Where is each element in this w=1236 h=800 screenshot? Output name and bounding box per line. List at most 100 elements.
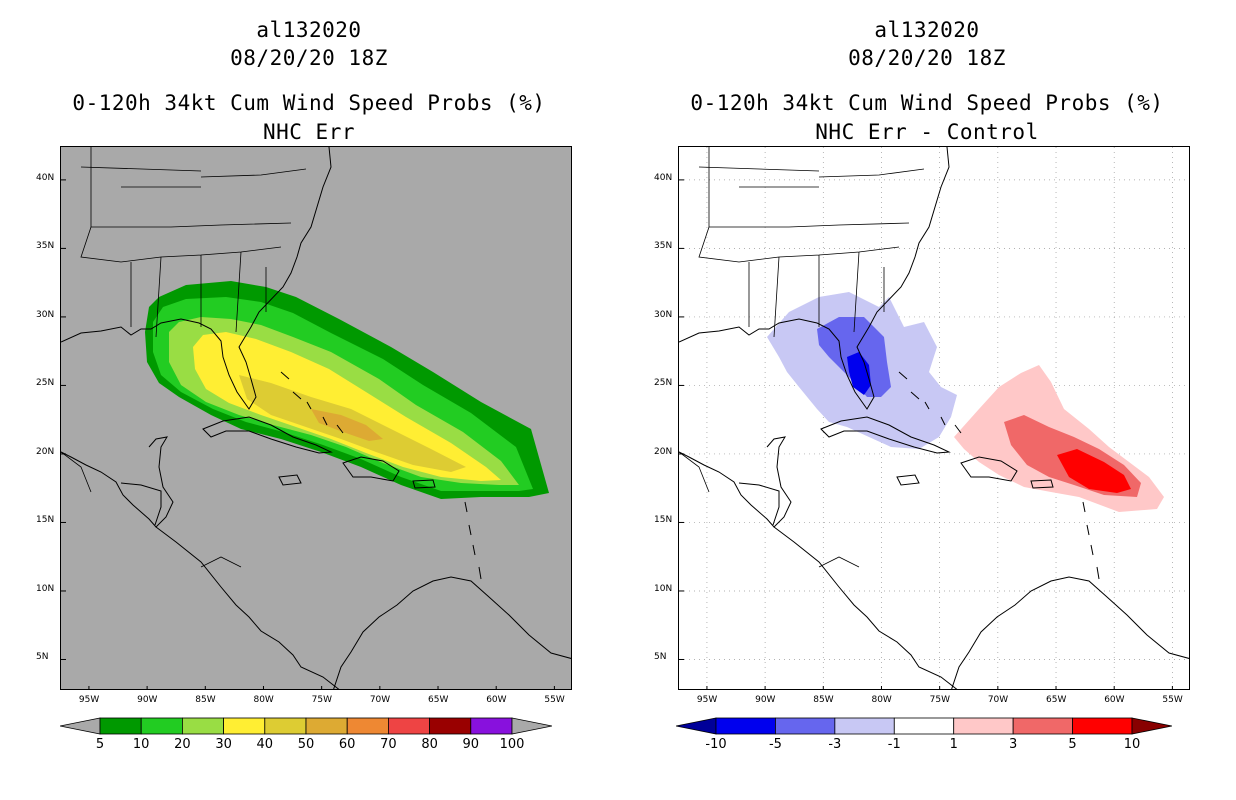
storm-id: al132020 <box>256 18 362 42</box>
left-panel: al132020 08/20/20 18Z 0-120h 34kt Cum Wi… <box>36 18 572 752</box>
lon-label: 95W <box>696 695 718 705</box>
difference-map <box>678 146 1190 690</box>
lon-label: 60W <box>1104 695 1125 705</box>
jamaica <box>896 474 920 486</box>
colorbar-extend-low <box>60 717 101 735</box>
lon-label: 80W <box>871 695 892 705</box>
south-america-coast <box>951 576 1189 689</box>
right-panel: al132020 08/20/20 18Z 0-120h 34kt Cum Wi… <box>618 0 1236 800</box>
colorbar-label: -1 <box>887 737 901 752</box>
lat-ticks <box>679 179 684 660</box>
panel-subtitle: NHC Err - Control <box>815 120 1039 144</box>
colorbar-label: 10 <box>132 737 150 752</box>
political-borders <box>61 147 307 568</box>
product-title: 0-120h 34kt Cum Wind Speed Probs (%) <box>72 91 546 115</box>
colorbar-extend-low <box>676 717 717 735</box>
probability-map <box>60 146 572 690</box>
colorbar-swatch <box>346 717 389 735</box>
colorbar-label: 30 <box>215 737 232 752</box>
mexico-border <box>679 451 860 568</box>
colorbar <box>676 717 1172 735</box>
lat-ticks <box>61 179 66 660</box>
lat-label: 35N <box>654 241 673 252</box>
colorbar-label: 40 <box>256 737 274 752</box>
lat-label: 5N <box>36 652 49 663</box>
lon-label: 70W <box>987 695 1009 705</box>
lat-label: 25N <box>36 378 55 389</box>
colorbar-label: 5 <box>1068 737 1077 752</box>
lon-label: 85W <box>813 695 834 705</box>
lat-label: 40N <box>654 172 673 183</box>
colorbar-swatch <box>99 717 142 735</box>
lon-label: 55W <box>1162 695 1183 705</box>
state-borders <box>80 147 307 338</box>
puerto-rico <box>1030 479 1054 489</box>
puerto-rico <box>412 479 436 489</box>
hispaniola <box>342 456 400 482</box>
cuba <box>820 416 951 454</box>
pos-shade-5 <box>1057 449 1131 493</box>
lat-label: 15N <box>654 515 673 526</box>
lon-label: 90W <box>755 695 776 705</box>
lon-label: 75W <box>311 695 332 705</box>
colorbar-label: -5 <box>768 737 782 752</box>
lat-label: 5N <box>654 652 667 663</box>
coastlines <box>61 147 571 689</box>
colorbar-swatch <box>1012 717 1073 735</box>
us-east-coast <box>679 147 950 410</box>
colorbar-swatch <box>834 717 895 735</box>
colorbar-label: 50 <box>297 737 315 752</box>
lat-label: 20N <box>654 446 673 457</box>
lon-label: 90W <box>137 695 158 705</box>
storm-id: al132020 <box>874 18 980 42</box>
neg-shade-5 <box>847 352 871 395</box>
colorbar-label: 60 <box>338 737 356 752</box>
lon-ticks <box>88 686 555 689</box>
colorbar-swatch <box>387 717 430 735</box>
gulf-coast-west <box>679 436 792 528</box>
panel-subtitle: NHC Err <box>262 120 355 144</box>
lat-label: 10N <box>654 583 673 594</box>
map-svg <box>679 147 1189 689</box>
colorbar-swatch <box>1072 717 1133 735</box>
colorbar-label: -10 <box>705 737 727 752</box>
lon-label: 65W <box>428 695 449 705</box>
lat-label: 25N <box>654 378 673 389</box>
colorbar-label: 80 <box>421 737 438 752</box>
gulf-coast-west <box>61 436 174 528</box>
lat-label: 15N <box>36 515 55 526</box>
jamaica <box>278 474 302 486</box>
lat-label: 20N <box>36 446 55 457</box>
colorbar-extend-high <box>1131 717 1172 735</box>
central-america <box>773 526 958 689</box>
lon-ticks <box>706 686 1173 689</box>
product-title: 0-120h 34kt Cum Wind Speed Probs (%) <box>690 91 1164 115</box>
colorbar-extend-high <box>511 717 552 735</box>
lon-label: 60W <box>486 695 507 705</box>
colorbar-label: 10 <box>1123 737 1141 752</box>
colorbar-label: 20 <box>174 737 191 752</box>
lat-label: 35N <box>36 241 55 252</box>
colorbar-swatch <box>140 717 183 735</box>
lon-label: 85W <box>195 695 216 705</box>
lesser-antilles <box>464 501 482 580</box>
colorbar-swatch <box>182 717 225 735</box>
lon-label: 55W <box>544 695 565 705</box>
colorbar-swatch <box>953 717 1014 735</box>
lesser-antilles <box>1082 501 1100 580</box>
probability-shading <box>145 281 549 499</box>
colorbar-swatch <box>429 717 472 735</box>
cuba <box>202 416 333 454</box>
colorbar-swatch <box>264 717 307 735</box>
lat-label: 30N <box>654 309 673 320</box>
lon-label: 70W <box>369 695 391 705</box>
colorbar <box>60 717 552 735</box>
coastlines <box>679 147 1189 689</box>
lat-label: 30N <box>36 309 55 320</box>
state-borders <box>698 147 925 338</box>
lon-label: 75W <box>929 695 950 705</box>
prob-shade-50 <box>311 409 383 441</box>
grid-lines <box>679 147 1189 689</box>
colorbar-label: -3 <box>828 737 842 752</box>
lon-label: 65W <box>1046 695 1067 705</box>
